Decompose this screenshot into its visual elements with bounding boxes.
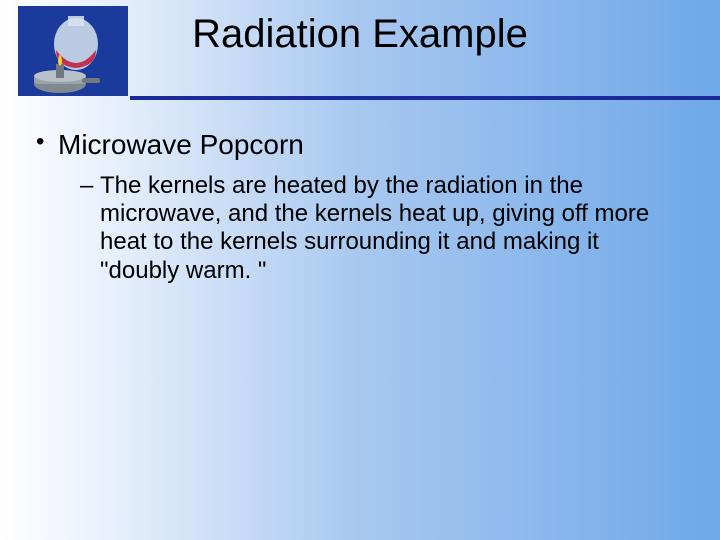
slide-title: Radiation Example	[0, 12, 720, 57]
slide-content: Microwave Popcorn The kernels are heated…	[36, 128, 684, 285]
bullet-level-1: Microwave Popcorn	[36, 128, 684, 162]
bullet-level-2: The kernels are heated by the radiation …	[36, 172, 684, 285]
title-underline	[130, 96, 720, 100]
